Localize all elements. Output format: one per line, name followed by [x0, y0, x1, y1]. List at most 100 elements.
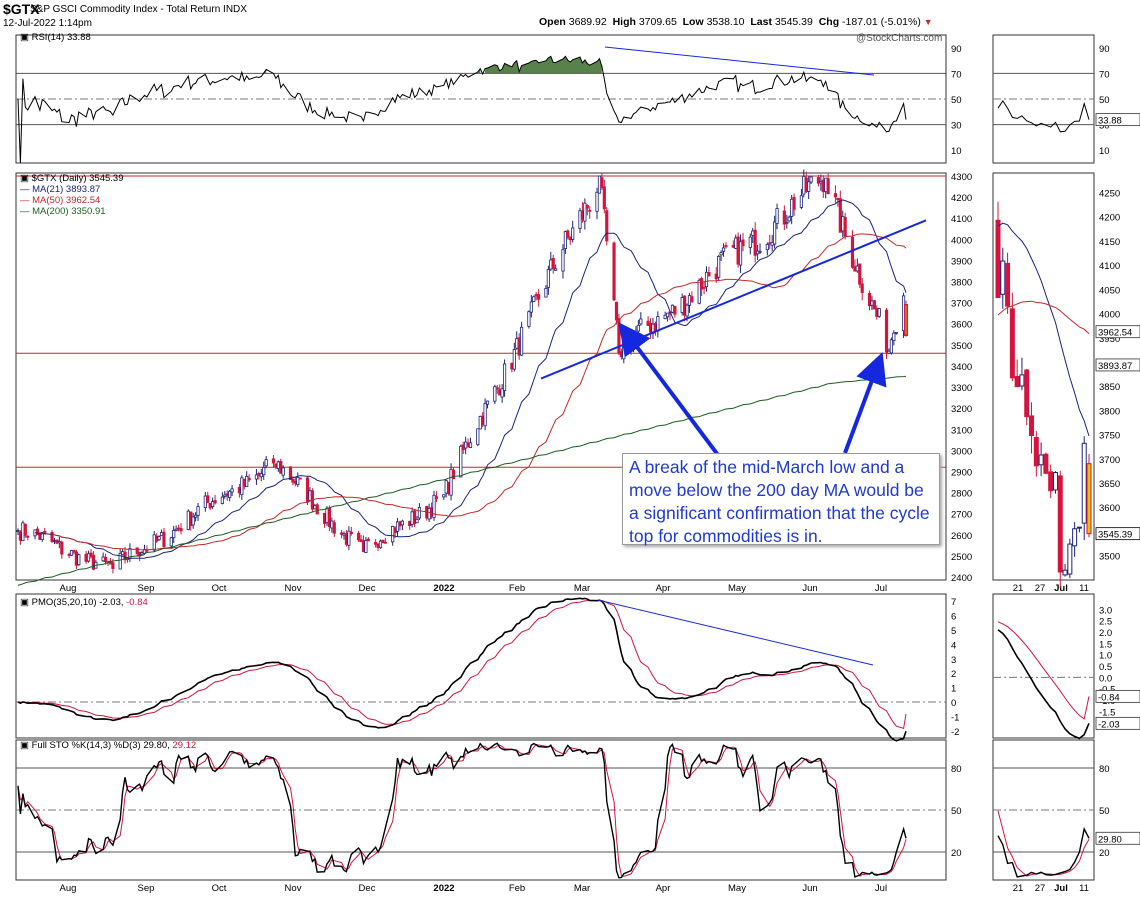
candle-body: [271, 458, 276, 464]
candle-body: [123, 551, 127, 561]
zoom-ma21-line: [997, 222, 1090, 437]
candle-body: [775, 208, 779, 224]
candle-body: [135, 547, 139, 555]
candle-body: [230, 488, 234, 493]
rsi-tick-label: 50: [951, 95, 962, 106]
candle-body: [544, 288, 548, 298]
candle-body: [646, 320, 650, 326]
candle-body: [155, 535, 159, 542]
candle-body: [665, 312, 670, 318]
price-tick-label: 4000: [951, 235, 972, 246]
ma50-tag: 3962.54: [1098, 328, 1132, 339]
zoom-candle-body: [1038, 454, 1044, 466]
ma21-legend: — MA(21) 3893.87: [20, 184, 100, 195]
zoom-candle-body: [1009, 308, 1015, 379]
sto-tick-label: 20: [951, 848, 962, 859]
candle-body: [877, 308, 881, 317]
ma21-tag-box: [1095, 358, 1140, 372]
high-value: 3709.65: [638, 16, 677, 28]
candle-body: [461, 444, 465, 451]
candle-body: [111, 562, 115, 569]
candle-body: [449, 468, 453, 496]
candle-body: [600, 177, 604, 188]
candle-body: [430, 507, 434, 517]
candle-body: [549, 259, 553, 270]
pmo-last-tag-box: [1095, 716, 1140, 730]
candle-body: [853, 266, 857, 272]
last-label: Last: [750, 16, 772, 28]
candle-body: [520, 326, 524, 356]
candle-body: [578, 210, 582, 229]
candle-body: [561, 249, 565, 272]
ma50-legend: — MA(50) 3962.54: [20, 195, 100, 206]
ma21-tag: 3893.87: [1098, 361, 1132, 372]
zoom-sto-tick-label: 20: [1099, 848, 1110, 859]
candle-body: [875, 307, 879, 317]
pmo-tick-label: 3: [951, 655, 956, 666]
candle-body: [500, 388, 504, 398]
candle-body: [330, 520, 334, 529]
candle-body: [841, 216, 845, 232]
candle-body: [687, 295, 692, 306]
price-tick-label: 3300: [951, 383, 972, 394]
zoom-candle-body: [1005, 262, 1011, 307]
zoom-pmo-tick-label: 1.0: [1099, 651, 1112, 662]
candle-body: [152, 534, 156, 551]
candle-body: [534, 294, 538, 297]
price-last-tag: 3545.39: [1098, 530, 1132, 541]
candle-body: [38, 533, 42, 540]
candle-body: [580, 210, 585, 220]
price-x-label: Jun: [802, 583, 817, 594]
index-full-name: S&P GSCI Commodity Index - Total Return …: [30, 4, 247, 15]
candle-body: [804, 177, 808, 193]
candle-body: [412, 510, 417, 524]
candle-body: [670, 304, 675, 313]
candle-body: [656, 316, 660, 332]
candle-body: [378, 540, 383, 549]
zoom-candle-body: [1000, 260, 1006, 295]
candle-body: [242, 478, 246, 487]
rsi-zoom-tick-label: 90: [1099, 44, 1110, 55]
low-label: Low: [682, 16, 704, 28]
price-tick-label: 4100: [951, 214, 972, 225]
candle-body: [374, 541, 378, 545]
candle-body: [16, 530, 20, 532]
candle-body: [690, 296, 694, 303]
price-x-label: Feb: [509, 583, 525, 594]
zoom-pmo-tick-label: -1.5: [1099, 707, 1115, 718]
candle-body: [685, 304, 689, 317]
candle-body: [773, 221, 777, 245]
candle-body: [23, 523, 27, 536]
zoom-candle-body: [1081, 442, 1087, 524]
candle-body: [344, 533, 349, 545]
pmo-signal-tag: -0.84: [1098, 692, 1120, 703]
candle-body: [55, 539, 59, 544]
candle-body: [332, 522, 336, 534]
candle-body: [807, 181, 811, 192]
candle-body: [768, 242, 772, 245]
sto-x-label: May: [728, 883, 746, 894]
pmo-last-tag: -2.03: [1098, 719, 1120, 730]
candle-body: [704, 271, 709, 287]
pmo-signal-line: [17, 599, 907, 730]
price-tick-label: 3000: [951, 446, 972, 457]
zoom-pmo-tick-label: 2.0: [1099, 628, 1112, 639]
candle-body: [721, 247, 726, 252]
candle-body: [826, 178, 830, 194]
zoom-price-tick-label: 3750: [1099, 431, 1120, 442]
annotation-box: A break of the mid-March low and a move …: [622, 453, 940, 546]
candle-body: [843, 217, 847, 237]
candle-body: [468, 442, 473, 448]
candle-body: [276, 461, 280, 469]
candle-body: [21, 522, 25, 542]
candle-body: [887, 350, 891, 354]
candle-body: [145, 549, 149, 552]
candle-body: [225, 493, 229, 497]
zoom-pmo-tick-label: 3.0: [1099, 605, 1112, 616]
candle-body: [118, 552, 122, 570]
candle-body: [213, 500, 217, 504]
ohlc-readout: Open 3689.92 High 3709.65 Low 3538.10 La…: [539, 16, 933, 28]
price-x-label: Nov: [285, 583, 302, 594]
pmo-tick-label: 1: [951, 684, 956, 695]
candle-body: [451, 469, 456, 480]
